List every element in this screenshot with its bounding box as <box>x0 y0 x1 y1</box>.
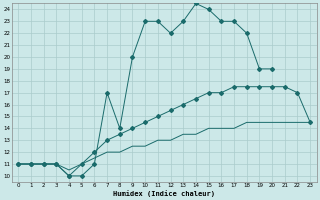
X-axis label: Humidex (Indice chaleur): Humidex (Indice chaleur) <box>113 190 215 197</box>
